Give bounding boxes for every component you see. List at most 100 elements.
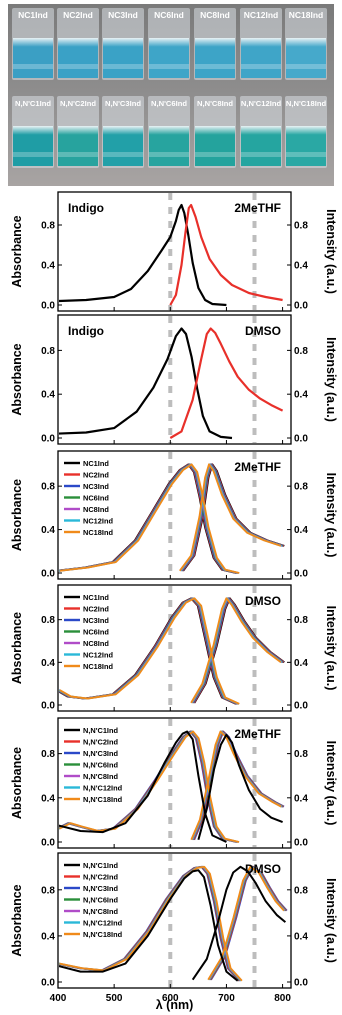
y2-tick-label: 0.0 bbox=[294, 838, 308, 849]
vial-label: NC3Ind bbox=[108, 10, 138, 20]
y2-tick-label: 0.0 bbox=[294, 701, 308, 712]
vial-label: N,N'C12Ind bbox=[241, 99, 282, 108]
plot-frame bbox=[57, 717, 292, 849]
vial-label: N,N'C1Ind bbox=[15, 99, 51, 108]
emission-series-line bbox=[210, 865, 288, 981]
vial-label: N,N'C8Ind bbox=[197, 99, 233, 108]
y-tick-label: 0.8 bbox=[41, 615, 55, 626]
legend-entry: N,N'C6Ind bbox=[83, 761, 119, 770]
vial: N,N'C18Ind bbox=[285, 96, 327, 168]
legend: N,N'C1Ind N,N'C2Ind N,N'C3Ind N,N'C6Ind N,N'… bbox=[64, 861, 123, 939]
legend-entry: N,N'C18Ind bbox=[83, 795, 123, 804]
y2-tick-label: 0.4 bbox=[294, 525, 308, 536]
y-tick-label: 0.4 bbox=[41, 658, 55, 669]
vial-label: NC2Ind bbox=[63, 10, 93, 20]
legend-entry: NC3Ind bbox=[83, 482, 109, 491]
spectrum-panel: 0.0 0.0 0.4 0.4 0.8 0.8 Absorbance Intensity (a… bbox=[10, 717, 338, 849]
panel-label: Indigo bbox=[68, 201, 104, 215]
y2-tick-label: 0.8 bbox=[294, 346, 308, 357]
vial-photo-svg: NC1Ind NC2Ind NC3Ind NC6Ind NC8Ind NC12Ind NC1… bbox=[8, 4, 334, 186]
vial-label: NC18Ind bbox=[289, 10, 323, 20]
y2-tick-label: 0.4 bbox=[294, 261, 308, 272]
y2-tick-label: 0.8 bbox=[294, 221, 308, 232]
vial: NC2Ind bbox=[57, 8, 99, 80]
legend-entry: N,N'C1Ind bbox=[83, 861, 119, 870]
emission-series-line bbox=[197, 733, 283, 841]
legend-entry: NC12Ind bbox=[83, 651, 113, 660]
spectrum-panel: 0.0 0.0 0.4 0.4 0.8 0.8 Absorbance Intensity (a… bbox=[10, 314, 338, 445]
legend-entry: N,N'C2Ind bbox=[83, 738, 119, 747]
legend-entry: NC6Ind bbox=[83, 494, 109, 503]
series-group bbox=[59, 327, 284, 440]
y2-tick-label: 0.0 bbox=[294, 301, 308, 312]
panel-label: Indigo bbox=[68, 324, 104, 338]
spectra-svg: 0.0 0.0 0.4 0.4 0.8 0.8 Absorbance Intensity (a… bbox=[10, 191, 338, 1012]
series-group bbox=[59, 730, 285, 843]
legend-entry: NC2Ind bbox=[83, 471, 109, 480]
plot-frame bbox=[57, 584, 292, 712]
emission-series-line bbox=[169, 203, 283, 306]
y-tick-label: 0.0 bbox=[41, 978, 55, 989]
vial: NC1Ind bbox=[12, 8, 54, 80]
y-tick-label: 0.0 bbox=[41, 434, 55, 445]
y2-axis-label: Intensity (a.u.) bbox=[324, 209, 338, 294]
y2-tick-label: 0.8 bbox=[294, 749, 308, 760]
y2-tick-label: 0.4 bbox=[294, 931, 308, 942]
vial-label: N,N'C6Ind bbox=[151, 99, 187, 108]
series-group bbox=[59, 865, 288, 982]
y2-axis-label: Intensity (a.u.) bbox=[324, 606, 338, 691]
vial: NC18Ind bbox=[285, 8, 327, 80]
x-tick-label: 700 bbox=[218, 993, 235, 1004]
legend-entry: NC2Ind bbox=[83, 605, 109, 614]
x-tick-label: 600 bbox=[162, 993, 179, 1004]
y-tick-label: 0.0 bbox=[41, 301, 55, 312]
absorbance-series-line bbox=[59, 597, 240, 705]
emission-series-line bbox=[191, 865, 287, 981]
solvent-label: DMSO bbox=[245, 324, 281, 338]
y-tick-label: 0.4 bbox=[41, 525, 55, 536]
y-axis-label: Absorbance bbox=[10, 612, 24, 684]
legend-entry: N,N'C8Ind bbox=[83, 907, 119, 916]
vial-label: N,N'C2Ind bbox=[60, 99, 96, 108]
vial-label: NC1Ind bbox=[18, 10, 48, 20]
vial: N,N'C8Ind bbox=[194, 96, 236, 168]
spectrum-panel: 0.0 0.0 0.4 0.4 0.8 0.8 Absorbance Intensity (a… bbox=[10, 191, 338, 312]
x-tick-label: 800 bbox=[274, 993, 291, 1004]
vial: NC6Ind bbox=[148, 8, 190, 80]
legend-entry: NC1Ind bbox=[83, 593, 109, 602]
y-tick-label: 0.8 bbox=[41, 885, 55, 896]
y-tick-label: 0.8 bbox=[41, 346, 55, 357]
legend-entry: NC12Ind bbox=[83, 517, 113, 526]
legend-entry: NC1Ind bbox=[83, 459, 109, 468]
y2-axis-label: Intensity (a.u.) bbox=[324, 878, 338, 963]
spectrum-panel: 0.0 0.0 0.4 0.4 0.8 0.8 Absorbance Intensity (a… bbox=[10, 584, 338, 712]
y2-axis-label: Intensity (a.u.) bbox=[324, 741, 338, 826]
emission-series-line bbox=[207, 865, 285, 981]
absorbance-series-line bbox=[59, 730, 227, 843]
y2-axis-label: Intensity (a.u.) bbox=[324, 473, 338, 558]
spectrum-panel: 0.0 0.0 0.4 0.4 0.8 0.8 Absorbance Intensity (a… bbox=[10, 450, 338, 580]
absorbance-series-line bbox=[59, 869, 239, 982]
legend: NC1Ind NC2Ind NC3Ind NC6Ind NC8Ind NC12Ind NC1… bbox=[64, 459, 113, 537]
legend: N,N'C1Ind N,N'C2Ind N,N'C3Ind N,N'C6Ind N,N'… bbox=[64, 726, 123, 804]
y2-tick-label: 0.0 bbox=[294, 569, 308, 580]
y2-tick-label: 0.8 bbox=[294, 885, 308, 896]
solvent-label: 2MeTHF bbox=[234, 727, 281, 741]
y2-tick-label: 0.4 bbox=[294, 658, 308, 669]
y-tick-label: 0.0 bbox=[41, 838, 55, 849]
legend-entry: N,N'C12Ind bbox=[83, 919, 123, 928]
legend-entry: N,N'C12Ind bbox=[83, 784, 123, 793]
y-tick-label: 0.4 bbox=[41, 793, 55, 804]
vial: NC12Ind bbox=[240, 8, 282, 80]
absorbance-series-line bbox=[59, 463, 240, 574]
absorbance-series-line bbox=[59, 730, 240, 843]
y-axis-label: Absorbance bbox=[10, 747, 24, 819]
vial-label: NC8Ind bbox=[200, 10, 230, 20]
y2-tick-label: 0.8 bbox=[294, 482, 308, 493]
legend-entry: N,N'C1Ind bbox=[83, 726, 119, 735]
legend-entry: N,N'C8Ind bbox=[83, 772, 119, 781]
y-tick-label: 0.4 bbox=[41, 390, 55, 401]
y-tick-label: 0.0 bbox=[41, 701, 55, 712]
vial: N,N'C3Ind bbox=[102, 96, 144, 168]
legend-entry: N,N'C18Ind bbox=[83, 930, 123, 939]
